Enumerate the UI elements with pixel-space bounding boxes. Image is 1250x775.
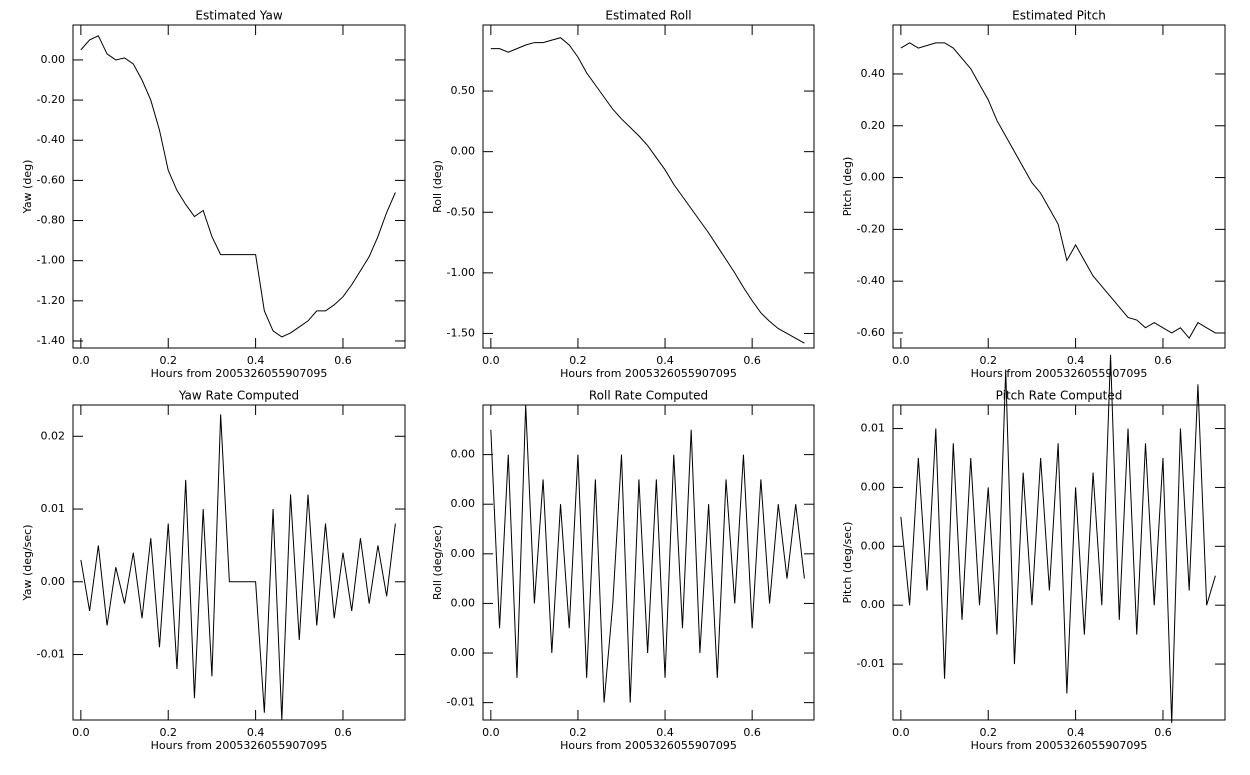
chart-title: Roll Rate Computed xyxy=(589,389,708,403)
x-tick-label: 0.0 xyxy=(892,726,910,739)
x-tick-label: 0.0 xyxy=(72,354,90,367)
x-tick-label: 0.0 xyxy=(482,726,500,739)
y-tick-label: 0.01 xyxy=(861,422,886,435)
data-line xyxy=(490,404,805,703)
x-axis-label: Hours from 2005326055907095 xyxy=(560,739,737,752)
y-tick-label: 0.00 xyxy=(451,497,476,510)
x-axis-label: Hours from 2005326055907095 xyxy=(151,739,328,752)
x-tick-label: 0.6 xyxy=(743,354,761,367)
x-tick-label: 0.6 xyxy=(334,726,352,739)
data-line xyxy=(900,354,1216,723)
chart-title: Estimated Roll xyxy=(605,9,691,23)
y-tick-label: 0.20 xyxy=(861,119,886,132)
x-tick-label: 0.4 xyxy=(247,354,265,367)
x-tick-label: 0.4 xyxy=(1067,354,1085,367)
y-tick-label: -0.20 xyxy=(857,222,885,235)
y-tick-label: -0.01 xyxy=(37,648,65,661)
y-axis-label: Roll (deg) xyxy=(431,160,444,213)
x-tick-label: 0.2 xyxy=(979,354,997,367)
y-tick-label: 0.00 xyxy=(451,145,476,158)
y-tick-label: 0.01 xyxy=(41,502,66,515)
x-tick-label: 0.0 xyxy=(482,354,500,367)
chart-title: Pitch Rate Computed xyxy=(996,389,1123,403)
x-axis-label: Hours from 2005326055907095 xyxy=(560,367,737,380)
x-tick-label: 0.0 xyxy=(72,726,90,739)
x-tick-label: 0.6 xyxy=(334,354,352,367)
plot-frame xyxy=(892,24,1226,349)
y-axis-label: Pitch (deg/sec) xyxy=(841,522,854,604)
chart-title: Yaw Rate Computed xyxy=(178,389,299,403)
data-line xyxy=(80,35,396,338)
y-tick-label: -1.40 xyxy=(37,334,65,347)
y-tick-label: -0.60 xyxy=(857,326,885,339)
y-axis-label: Yaw (deg) xyxy=(21,160,34,215)
y-tick-label: 0.00 xyxy=(451,596,476,609)
y-tick-label: -1.50 xyxy=(447,326,475,339)
y-tick-label: -0.40 xyxy=(857,274,885,287)
y-tick-label: -0.60 xyxy=(37,173,65,186)
y-axis-label: Yaw (deg/sec) xyxy=(21,524,34,601)
x-axis-label: Hours from 2005326055907095 xyxy=(151,367,328,380)
y-axis-label: Roll (deg/sec) xyxy=(431,525,444,600)
y-tick-label: 0.00 xyxy=(861,598,886,611)
data-line xyxy=(900,42,1216,340)
y-tick-label: -1.00 xyxy=(37,254,65,267)
chart-title: Estimated Pitch xyxy=(1012,9,1106,23)
y-tick-label: -1.20 xyxy=(37,294,65,307)
y-tick-label: 0.00 xyxy=(451,646,476,659)
plot-frame xyxy=(72,24,406,349)
x-tick-label: 0.4 xyxy=(656,726,674,739)
data-line xyxy=(80,414,396,721)
y-tick-label: 0.00 xyxy=(41,575,66,588)
y-tick-label: -0.50 xyxy=(447,205,475,218)
y-tick-label: 0.00 xyxy=(861,171,886,184)
x-tick-label: 0.2 xyxy=(159,726,177,739)
y-tick-label: -0.01 xyxy=(857,657,885,670)
x-tick-label: 0.6 xyxy=(743,726,761,739)
x-tick-label: 0.0 xyxy=(892,354,910,367)
x-tick-label: 0.6 xyxy=(1154,726,1172,739)
chart-title: Estimated Yaw xyxy=(195,9,282,23)
x-tick-label: 0.2 xyxy=(979,726,997,739)
plot-frame xyxy=(482,404,815,721)
y-tick-label: 0.50 xyxy=(451,84,476,97)
x-axis-label: Hours from 2005326055907095 xyxy=(971,739,1148,752)
y-tick-label: 0.00 xyxy=(41,53,66,66)
y-tick-label: 0.00 xyxy=(861,480,886,493)
y-axis-label: Pitch (deg) xyxy=(841,157,854,217)
x-tick-label: 0.4 xyxy=(656,354,674,367)
x-tick-label: 0.2 xyxy=(159,354,177,367)
y-tick-label: 0.00 xyxy=(451,547,476,560)
x-tick-label: 0.4 xyxy=(247,726,265,739)
x-tick-label: 0.4 xyxy=(1067,726,1085,739)
y-tick-label: -0.20 xyxy=(37,93,65,106)
y-tick-label: 0.02 xyxy=(41,429,66,442)
y-tick-label: 0.00 xyxy=(451,448,476,461)
y-tick-label: -0.01 xyxy=(447,696,475,709)
plot-frame xyxy=(482,24,815,349)
x-tick-label: 0.6 xyxy=(1154,354,1172,367)
plot-frame xyxy=(892,404,1226,721)
x-axis-label: Hours from 2005326055907095 xyxy=(971,367,1148,380)
y-tick-label: -0.80 xyxy=(37,214,65,227)
data-line xyxy=(490,37,805,344)
y-tick-label: 0.40 xyxy=(861,67,886,80)
x-tick-label: 0.2 xyxy=(569,354,587,367)
y-tick-label: -1.00 xyxy=(447,266,475,279)
x-tick-label: 0.2 xyxy=(569,726,587,739)
y-tick-label: -0.40 xyxy=(37,133,65,146)
plot-frame xyxy=(72,404,406,721)
y-tick-label: 0.00 xyxy=(861,539,886,552)
